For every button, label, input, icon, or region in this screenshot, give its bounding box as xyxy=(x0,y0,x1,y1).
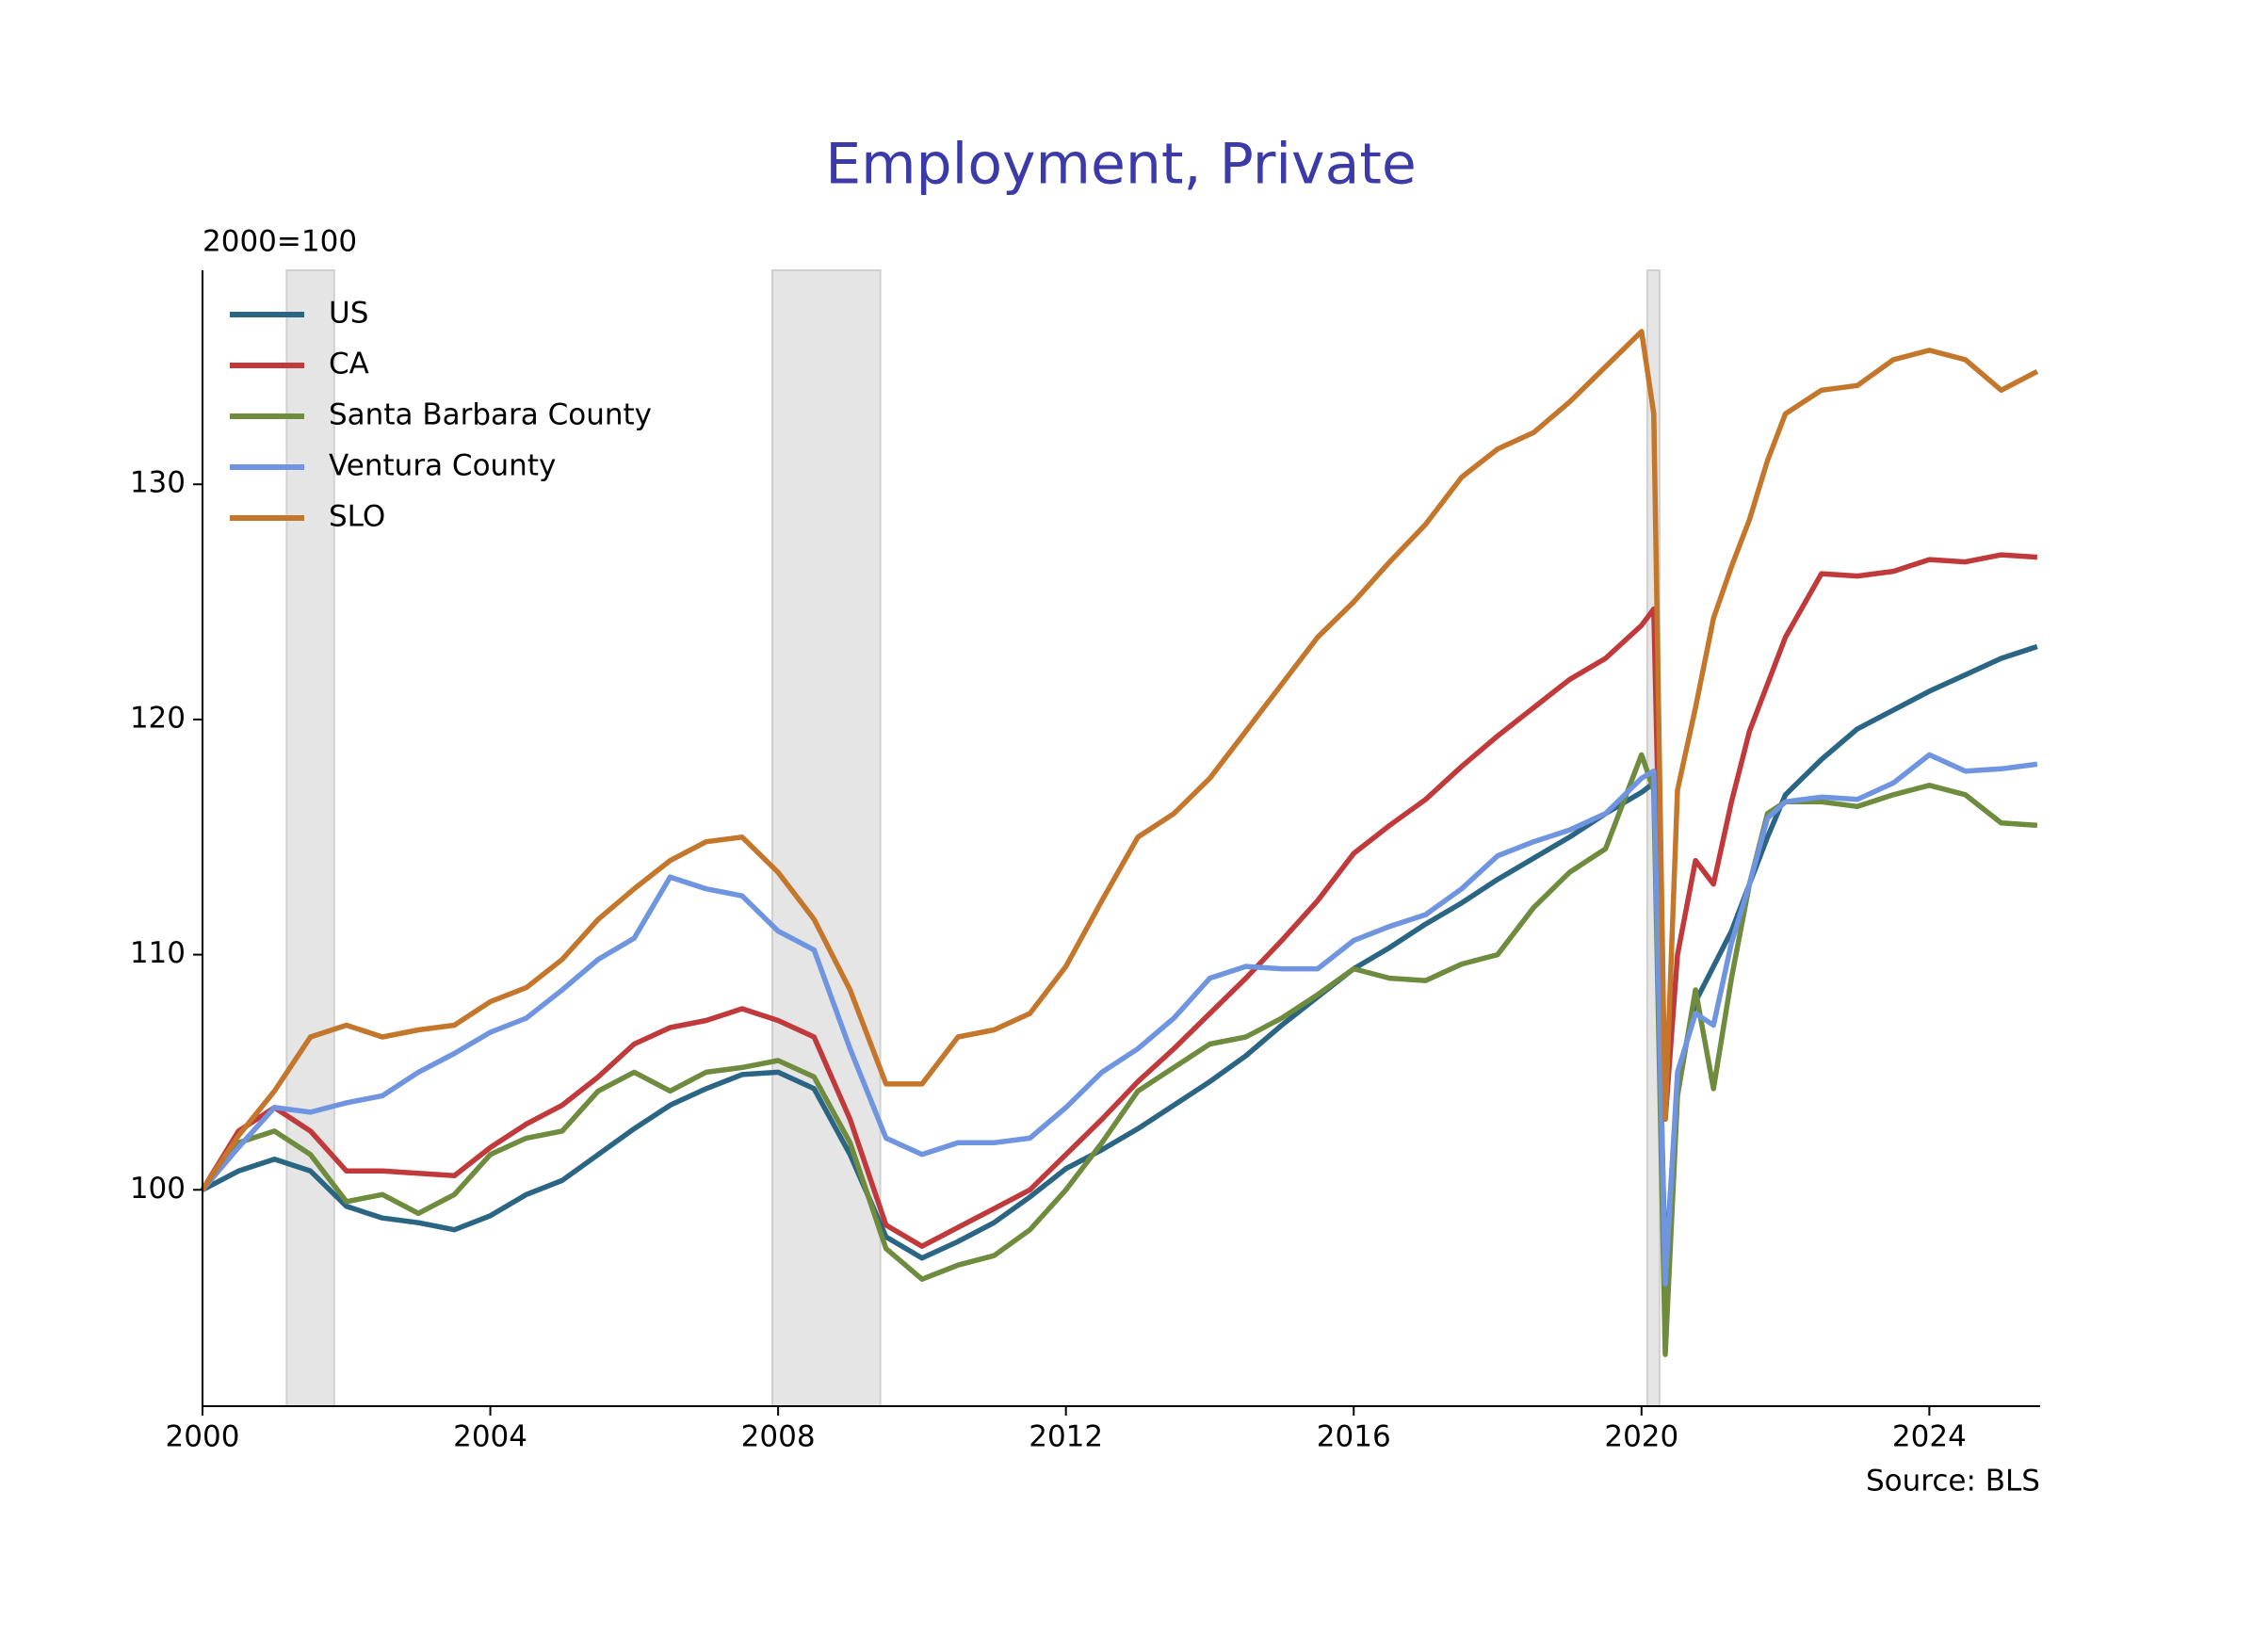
legend-label: Santa Barbara County xyxy=(329,398,652,432)
x-tick-label: 2020 xyxy=(1604,1420,1678,1454)
series-line xyxy=(200,752,2038,1357)
x-tick-label: 2016 xyxy=(1317,1420,1391,1454)
x-tick-label: 2004 xyxy=(453,1420,527,1454)
series-line xyxy=(200,752,2038,1287)
source-note: Source: BLS xyxy=(1866,1465,2040,1498)
recession-band xyxy=(771,269,882,1407)
legend-label: SLO xyxy=(329,500,385,534)
chart-title: Employment, Private xyxy=(825,132,1417,198)
y-tick-label: 130 xyxy=(130,466,186,500)
series-line xyxy=(200,329,2039,1191)
x-tick-label: 2008 xyxy=(741,1420,816,1454)
legend-label: Ventura County xyxy=(329,449,556,483)
x-tick-label: 2012 xyxy=(1029,1420,1103,1454)
legend-label: CA xyxy=(329,348,369,381)
x-tick-label: 2000 xyxy=(166,1420,240,1454)
y-tick-label: 120 xyxy=(130,701,186,735)
y-tick-label: 100 xyxy=(130,1172,186,1206)
series-line xyxy=(200,552,2038,1249)
legend-label: US xyxy=(329,297,368,331)
recession-band xyxy=(285,269,335,1407)
x-tick-label: 2024 xyxy=(1892,1420,1967,1454)
y-tick-label: 110 xyxy=(130,936,186,970)
y-axis-label: 2000=100 xyxy=(203,225,357,259)
series-line xyxy=(201,643,2038,1275)
